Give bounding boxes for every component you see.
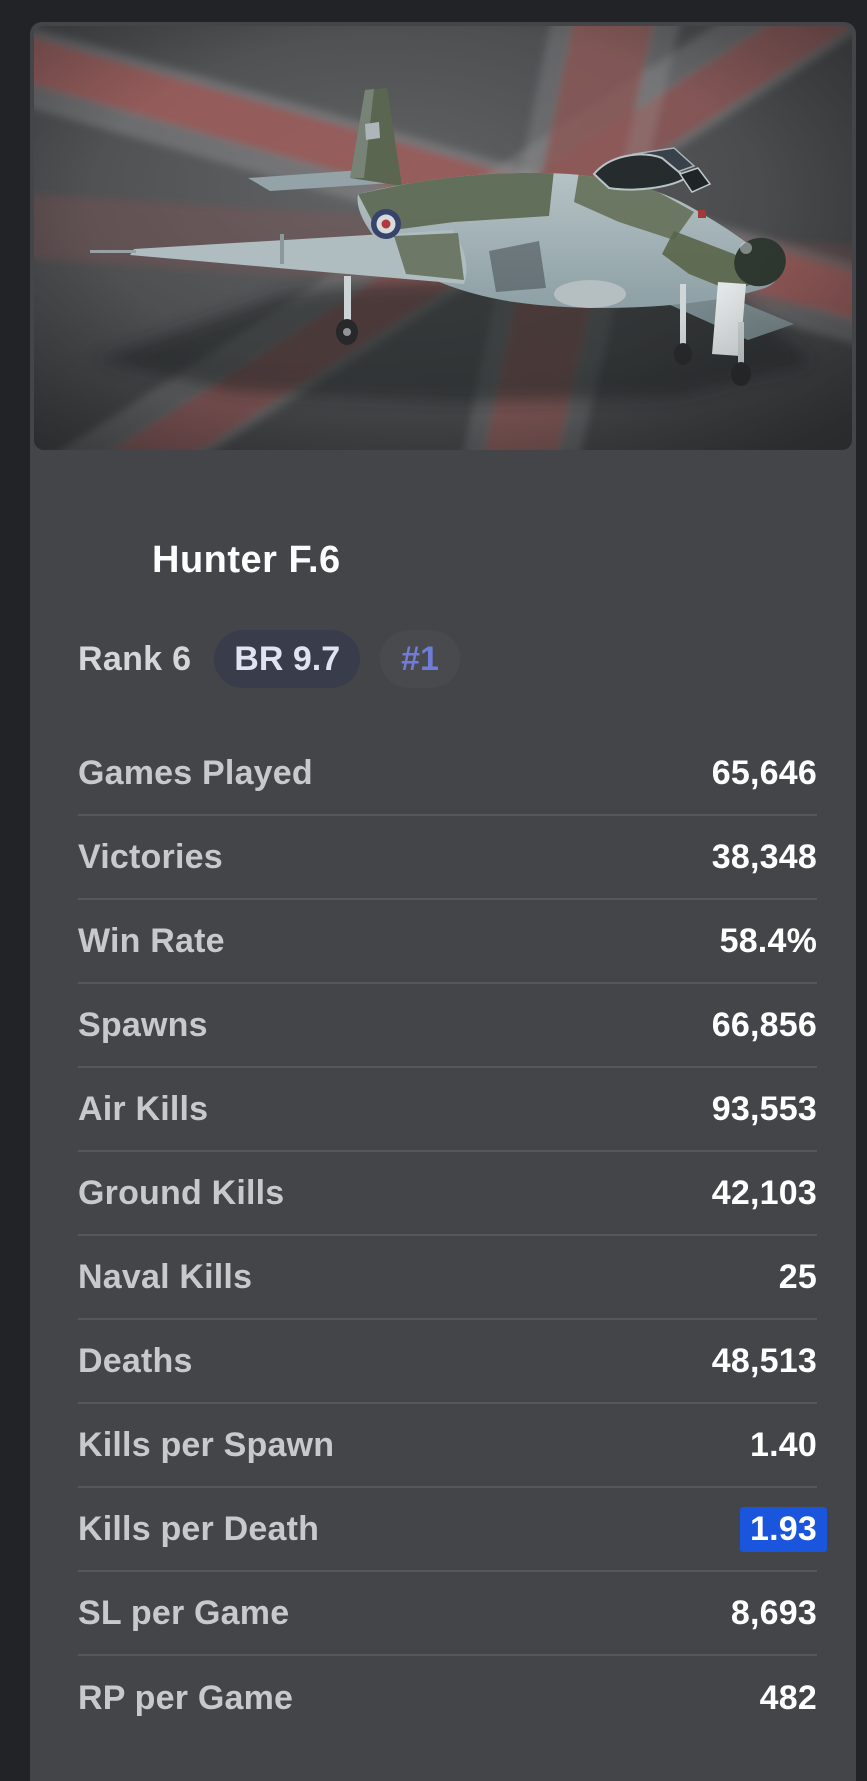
- stat-row: Kills per Spawn 1.40: [78, 1404, 817, 1488]
- stat-value: 48,513: [711, 1341, 817, 1380]
- stat-label: RP per Game: [78, 1678, 294, 1717]
- stat-label: SL per Game: [78, 1593, 290, 1632]
- stat-value: 25: [778, 1257, 817, 1296]
- br-badge: BR 9.7: [214, 630, 361, 688]
- stat-label: Kills per Spawn: [78, 1425, 335, 1464]
- stat-row: SL per Game 8,693: [78, 1572, 817, 1656]
- stat-value: 93,553: [711, 1089, 817, 1128]
- stat-label: Spawns: [78, 1005, 208, 1044]
- position-badge: #1: [380, 630, 460, 688]
- stat-row: RP per Game 482: [78, 1656, 817, 1740]
- stat-label: Games Played: [78, 753, 313, 792]
- stat-label: Victories: [78, 837, 223, 876]
- stat-row: Spawns 66,856: [78, 984, 817, 1068]
- stat-value: 38,348: [711, 837, 817, 876]
- stat-row: Victories 38,348: [78, 816, 817, 900]
- stat-row: Naval Kills 25: [78, 1236, 817, 1320]
- stat-row: Games Played 65,646: [78, 732, 817, 816]
- stat-value: 482: [759, 1678, 817, 1717]
- stat-label: Naval Kills: [78, 1257, 253, 1296]
- stat-value: 65,646: [711, 753, 817, 792]
- photo-vignette: [34, 26, 852, 450]
- rank-label: Rank 6: [78, 639, 192, 678]
- vehicle-photo-illustration: [34, 26, 852, 450]
- stat-row: Kills per Death 1.93: [78, 1488, 827, 1572]
- stat-value: 66,856: [711, 1005, 817, 1044]
- stat-value: 42,103: [711, 1173, 817, 1212]
- stat-row: Deaths 48,513: [78, 1320, 817, 1404]
- stat-value: 1.40: [750, 1425, 817, 1464]
- stat-label: Win Rate: [78, 921, 225, 960]
- card-content: Hunter F.6 Rank 6 BR 9.7 #1 Games Played…: [30, 536, 856, 1740]
- stat-label: Deaths: [78, 1341, 193, 1380]
- stat-value: 8,693: [730, 1593, 817, 1632]
- stat-label: Ground Kills: [78, 1173, 285, 1212]
- vehicle-stats-card: Hunter F.6 Rank 6 BR 9.7 #1 Games Played…: [30, 22, 856, 1781]
- stat-row: Air Kills 93,553: [78, 1068, 817, 1152]
- stat-row: Ground Kills 42,103: [78, 1152, 817, 1236]
- vehicle-title: Hunter F.6: [152, 539, 341, 581]
- stat-value: 58.4%: [719, 921, 817, 960]
- stat-value: 1.93: [740, 1506, 827, 1552]
- stat-row: Win Rate 58.4%: [78, 900, 817, 984]
- vehicle-photo: [34, 26, 852, 450]
- stats-list: Games Played 65,646 Victories 38,348 Win…: [78, 732, 827, 1740]
- stat-label: Kills per Death: [78, 1509, 320, 1548]
- stat-label: Air Kills: [78, 1089, 209, 1128]
- badge-row: Rank 6 BR 9.7 #1: [78, 630, 817, 688]
